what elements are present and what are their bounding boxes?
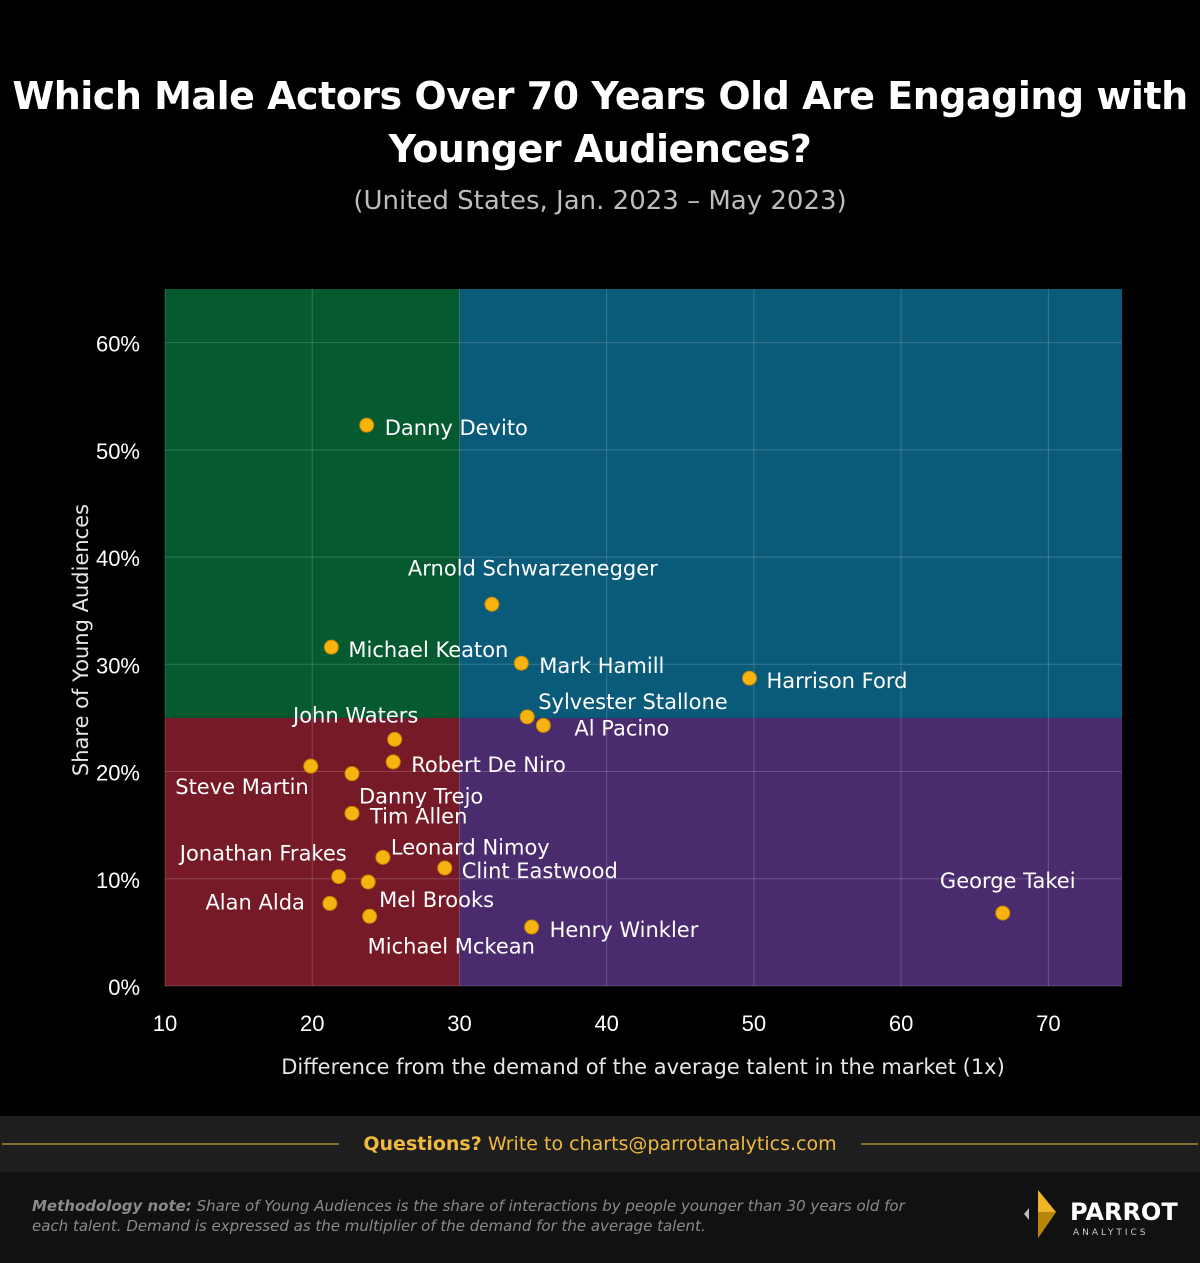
quadrant-top-left bbox=[165, 289, 460, 718]
data-label: George Takei bbox=[940, 869, 1076, 893]
logo-subtitle: ANALYTICS bbox=[1073, 1228, 1149, 1238]
x-tick-label: 30 bbox=[447, 1011, 471, 1036]
contact-bar: Questions? Write to charts@parrotanalyti… bbox=[0, 1116, 1200, 1172]
data-label: Steve Martin bbox=[175, 775, 309, 799]
divider bbox=[860, 1143, 1198, 1145]
y-tick-label: 0% bbox=[108, 975, 140, 1000]
y-tick-label: 20% bbox=[96, 761, 140, 786]
methodology-text: Share of Young Audiences is the share of… bbox=[32, 1197, 905, 1235]
data-point bbox=[535, 717, 551, 733]
data-point bbox=[385, 754, 401, 770]
data-label: Leonard Nimoy bbox=[391, 835, 550, 859]
logo-name: PARROT bbox=[1070, 1198, 1178, 1226]
data-label: Clint Eastwood bbox=[462, 859, 618, 883]
y-tick-label: 30% bbox=[96, 653, 140, 678]
data-point bbox=[359, 417, 375, 433]
x-tick-label: 40 bbox=[594, 1011, 618, 1036]
contact-text: Questions? Write to charts@parrotanalyti… bbox=[341, 1133, 858, 1155]
data-label: Sylvester Stallone bbox=[538, 690, 728, 714]
data-point bbox=[513, 655, 529, 671]
x-tick-label: 60 bbox=[889, 1011, 913, 1036]
data-point bbox=[437, 860, 453, 876]
methodology-label: Methodology note: bbox=[32, 1197, 192, 1215]
data-label: Henry Winkler bbox=[550, 918, 699, 942]
data-label: Michael Mckean bbox=[368, 934, 535, 958]
data-label: Harrison Ford bbox=[767, 669, 908, 693]
quadrant-bottom-right bbox=[459, 717, 1122, 986]
data-point bbox=[323, 639, 339, 655]
data-point bbox=[344, 766, 360, 782]
data-label: Danny Devito bbox=[385, 416, 528, 440]
data-label: Al Pacino bbox=[574, 716, 669, 740]
data-point bbox=[344, 805, 360, 821]
y-tick-label: 50% bbox=[96, 439, 140, 464]
quadrant-top-right bbox=[459, 289, 1122, 718]
divider bbox=[2, 1143, 340, 1145]
data-point bbox=[303, 758, 319, 774]
data-point bbox=[322, 895, 338, 911]
questions-label: Questions? bbox=[363, 1133, 482, 1155]
data-label: Michael Keaton bbox=[348, 638, 508, 662]
x-tick-label: 20 bbox=[300, 1011, 324, 1036]
footer: Methodology note: Share of Young Audienc… bbox=[0, 1172, 1200, 1263]
y-tick-label: 60% bbox=[96, 332, 140, 357]
data-label: John Waters bbox=[291, 703, 418, 727]
data-label: Jonathan Frakes bbox=[178, 842, 347, 866]
parrot-analytics-logo: PARROT ANALYTICS bbox=[1020, 1188, 1180, 1248]
x-tick-label: 50 bbox=[742, 1011, 766, 1036]
data-point bbox=[375, 849, 391, 865]
chart-subtitle: (United States, Jan. 2023 – May 2023) bbox=[353, 186, 847, 216]
y-axis-label: Share of Young Audiences bbox=[69, 504, 93, 776]
data-label: Danny Trejo bbox=[359, 785, 483, 809]
data-point bbox=[387, 731, 403, 747]
data-point bbox=[742, 670, 758, 686]
parrot-logo-icon bbox=[1024, 1190, 1056, 1238]
data-point bbox=[519, 709, 535, 725]
data-label: Mel Brooks bbox=[379, 888, 494, 912]
data-point bbox=[995, 905, 1011, 921]
data-point bbox=[360, 874, 376, 890]
data-label: Mark Hamill bbox=[539, 654, 664, 678]
data-point bbox=[524, 919, 540, 935]
data-label: Tim Allen bbox=[369, 804, 467, 828]
data-point bbox=[362, 908, 378, 924]
data-point bbox=[331, 869, 347, 885]
x-tick-label: 10 bbox=[153, 1011, 177, 1036]
chart-title: Which Male Actors Over 70 Years Old Are … bbox=[12, 74, 1188, 171]
data-point bbox=[484, 596, 500, 612]
scatter-chart: 10 20 30 40 50 60 70 0% 10% 20% 30% 40% 50% 60% Differ… bbox=[69, 289, 1122, 1079]
data-label: Alan Alda bbox=[205, 890, 304, 914]
data-label: Robert De Niro bbox=[411, 753, 566, 777]
methodology-note: Methodology note: Share of Young Audienc… bbox=[32, 1196, 932, 1236]
data-label: Arnold Schwarzenegger bbox=[408, 556, 658, 580]
x-tick-label: 70 bbox=[1036, 1011, 1060, 1036]
y-tick-label: 40% bbox=[96, 546, 140, 571]
y-tick-label: 10% bbox=[96, 868, 140, 893]
x-axis-label: Difference from the demand of the averag… bbox=[281, 1055, 1005, 1079]
contact-email-link[interactable]: Write to charts@parrotanalytics.com bbox=[487, 1133, 837, 1155]
